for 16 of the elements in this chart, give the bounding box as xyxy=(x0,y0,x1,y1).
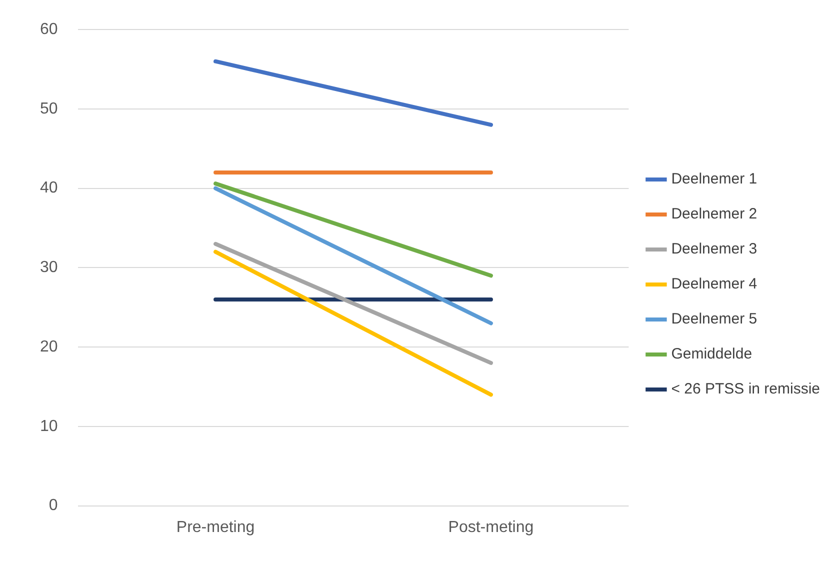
legend-label: < 26 PTSS in remissie xyxy=(671,380,820,398)
y-tick-label: 60 xyxy=(40,21,58,38)
legend-label: Gemiddelde xyxy=(671,346,752,363)
y-tick-label: 50 xyxy=(40,100,58,118)
x-tick-label: Pre-meting xyxy=(176,518,255,536)
y-tick-label: 30 xyxy=(40,259,58,276)
y-tick-label: 0 xyxy=(48,497,58,514)
y-tick-label: 20 xyxy=(40,338,58,356)
legend-label: Deelnemer 2 xyxy=(671,206,758,223)
x-tick-label: Post-meting xyxy=(448,518,534,536)
legend-label: Deelnemer 3 xyxy=(671,240,758,258)
y-tick-label: 40 xyxy=(40,180,58,197)
legend-label: Deelnemer 4 xyxy=(671,276,758,293)
legend-label: Deelnemer 1 xyxy=(671,170,758,188)
y-tick-label: 10 xyxy=(40,418,58,435)
legend-label: Deelnemer 5 xyxy=(671,310,758,328)
